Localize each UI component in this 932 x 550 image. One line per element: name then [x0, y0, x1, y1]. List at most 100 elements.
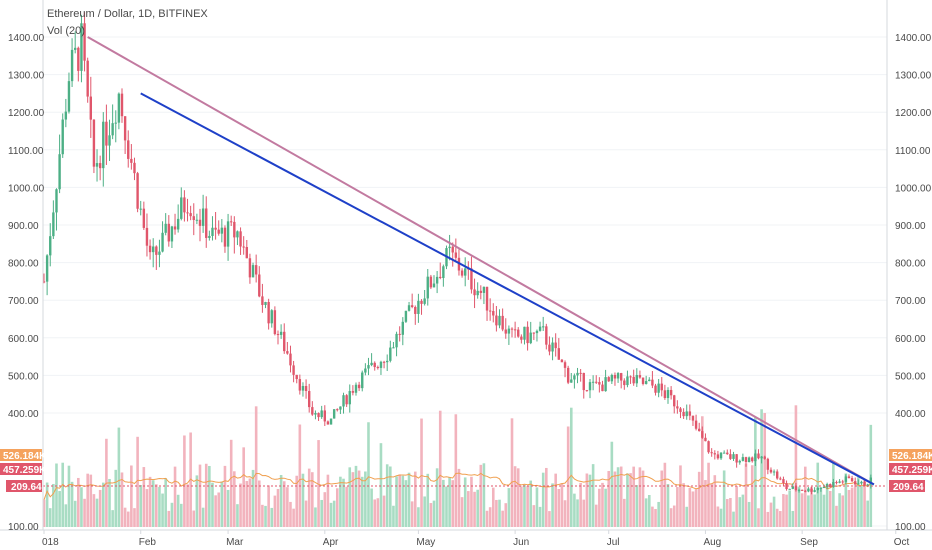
volume-bar [133, 508, 136, 527]
volume-bar [807, 495, 810, 527]
candle-body [644, 381, 648, 384]
candle-body [517, 329, 520, 337]
volume-bar [339, 476, 342, 527]
candle-body [52, 212, 55, 237]
x-tick-label: Apr [323, 537, 339, 548]
candle-body [794, 486, 798, 491]
volume-bar [364, 471, 367, 527]
volume-bar [89, 474, 93, 527]
volume-bar [385, 464, 389, 527]
candle-body [554, 342, 557, 349]
candle-body [136, 173, 139, 209]
volume-bar [438, 410, 442, 527]
volume-bar [223, 465, 227, 527]
volume-bar [264, 505, 267, 527]
volume-bar [55, 463, 58, 527]
candle-body [186, 212, 189, 214]
volume-bar [451, 480, 455, 527]
y-tick-right-label: 1000.00 [895, 183, 932, 194]
volume-bar [307, 468, 311, 527]
candle-body [529, 332, 532, 344]
volume-bar [136, 436, 139, 527]
candle-body [523, 326, 526, 340]
volume-bar [151, 480, 155, 527]
volume-bar [467, 491, 470, 527]
candle-body [336, 409, 339, 411]
candle-body [610, 374, 614, 382]
candle-body [108, 135, 111, 146]
volume-bar [170, 502, 174, 527]
volume-bar [348, 467, 352, 527]
volume-bar [613, 471, 617, 527]
candle-body [822, 487, 826, 489]
trendline-upper[interactable] [87, 36, 875, 486]
candle-body [426, 276, 429, 299]
candle-body [538, 326, 542, 331]
volume-bar [710, 483, 713, 527]
candle-body [201, 208, 205, 226]
candle-body [694, 420, 698, 429]
volume-bar [760, 409, 763, 527]
volume-bar [155, 484, 158, 527]
volume-bar [70, 481, 74, 527]
candle-body [710, 452, 713, 454]
volume-bar [298, 424, 302, 527]
candle-body [551, 342, 554, 352]
candle-body [273, 310, 277, 335]
volume-bar [289, 501, 292, 527]
candle-body [638, 375, 642, 378]
volume-bar [529, 480, 533, 527]
volume-bar [651, 506, 654, 527]
volume-bar [744, 463, 748, 527]
x-tick-label: Jun [513, 537, 529, 548]
candle-body [74, 47, 77, 50]
candle-body [654, 385, 657, 393]
candle-body [542, 326, 545, 328]
volume-bar [423, 496, 426, 527]
candle-body [95, 163, 99, 167]
candle-body [648, 379, 651, 382]
volume-bar [83, 498, 86, 527]
volume-bar [635, 485, 639, 527]
candle-body [673, 395, 676, 407]
volume-bar [64, 504, 68, 527]
volume-bar [791, 510, 795, 527]
volume-bar [401, 475, 405, 527]
volume-bar [304, 500, 308, 527]
candle-body [279, 331, 283, 335]
volume-bar [769, 502, 773, 527]
volume-bar [292, 508, 295, 527]
candle-body [492, 311, 495, 316]
y-tick-right-label: 100.00 [895, 522, 926, 533]
trendline-lower[interactable] [140, 92, 875, 486]
volume-bar [98, 489, 102, 527]
volume-bar [311, 472, 314, 527]
volume-bar [186, 484, 189, 527]
badge-vol-b-right [889, 463, 932, 475]
volume-bar [279, 475, 283, 527]
candle-body [738, 460, 741, 463]
candle-body [311, 407, 314, 415]
x-axis[interactable]: 018 Feb Mar Apr May Jun Jul Aug Sep Oct [42, 530, 910, 548]
volume-bar [810, 486, 813, 527]
candle-body [535, 330, 539, 334]
candle-body [751, 457, 754, 462]
candle-body [77, 47, 80, 71]
volume-bar [242, 447, 245, 527]
volume-bar [342, 478, 345, 527]
candle-body [233, 221, 236, 238]
candle-body [242, 246, 245, 248]
volume-bar [632, 466, 635, 527]
y-axis-left[interactable]: 1400.00 1300.00 1200.00 1100.00 1000.00 900.0… [8, 33, 45, 533]
volume-bar [470, 476, 473, 527]
volume-bar [257, 480, 261, 527]
chart-title: Ethereum / Dollar, 1D, BITFINEX [47, 8, 208, 20]
candle-body [398, 333, 401, 335]
candle-body [295, 374, 298, 380]
candle-body [395, 333, 398, 348]
candle-body [292, 365, 295, 375]
y-axis-right[interactable]: 1400.00 1300.00 1200.00 1100.00 1000.00 900.0… [895, 33, 932, 533]
candle-body [691, 415, 695, 421]
